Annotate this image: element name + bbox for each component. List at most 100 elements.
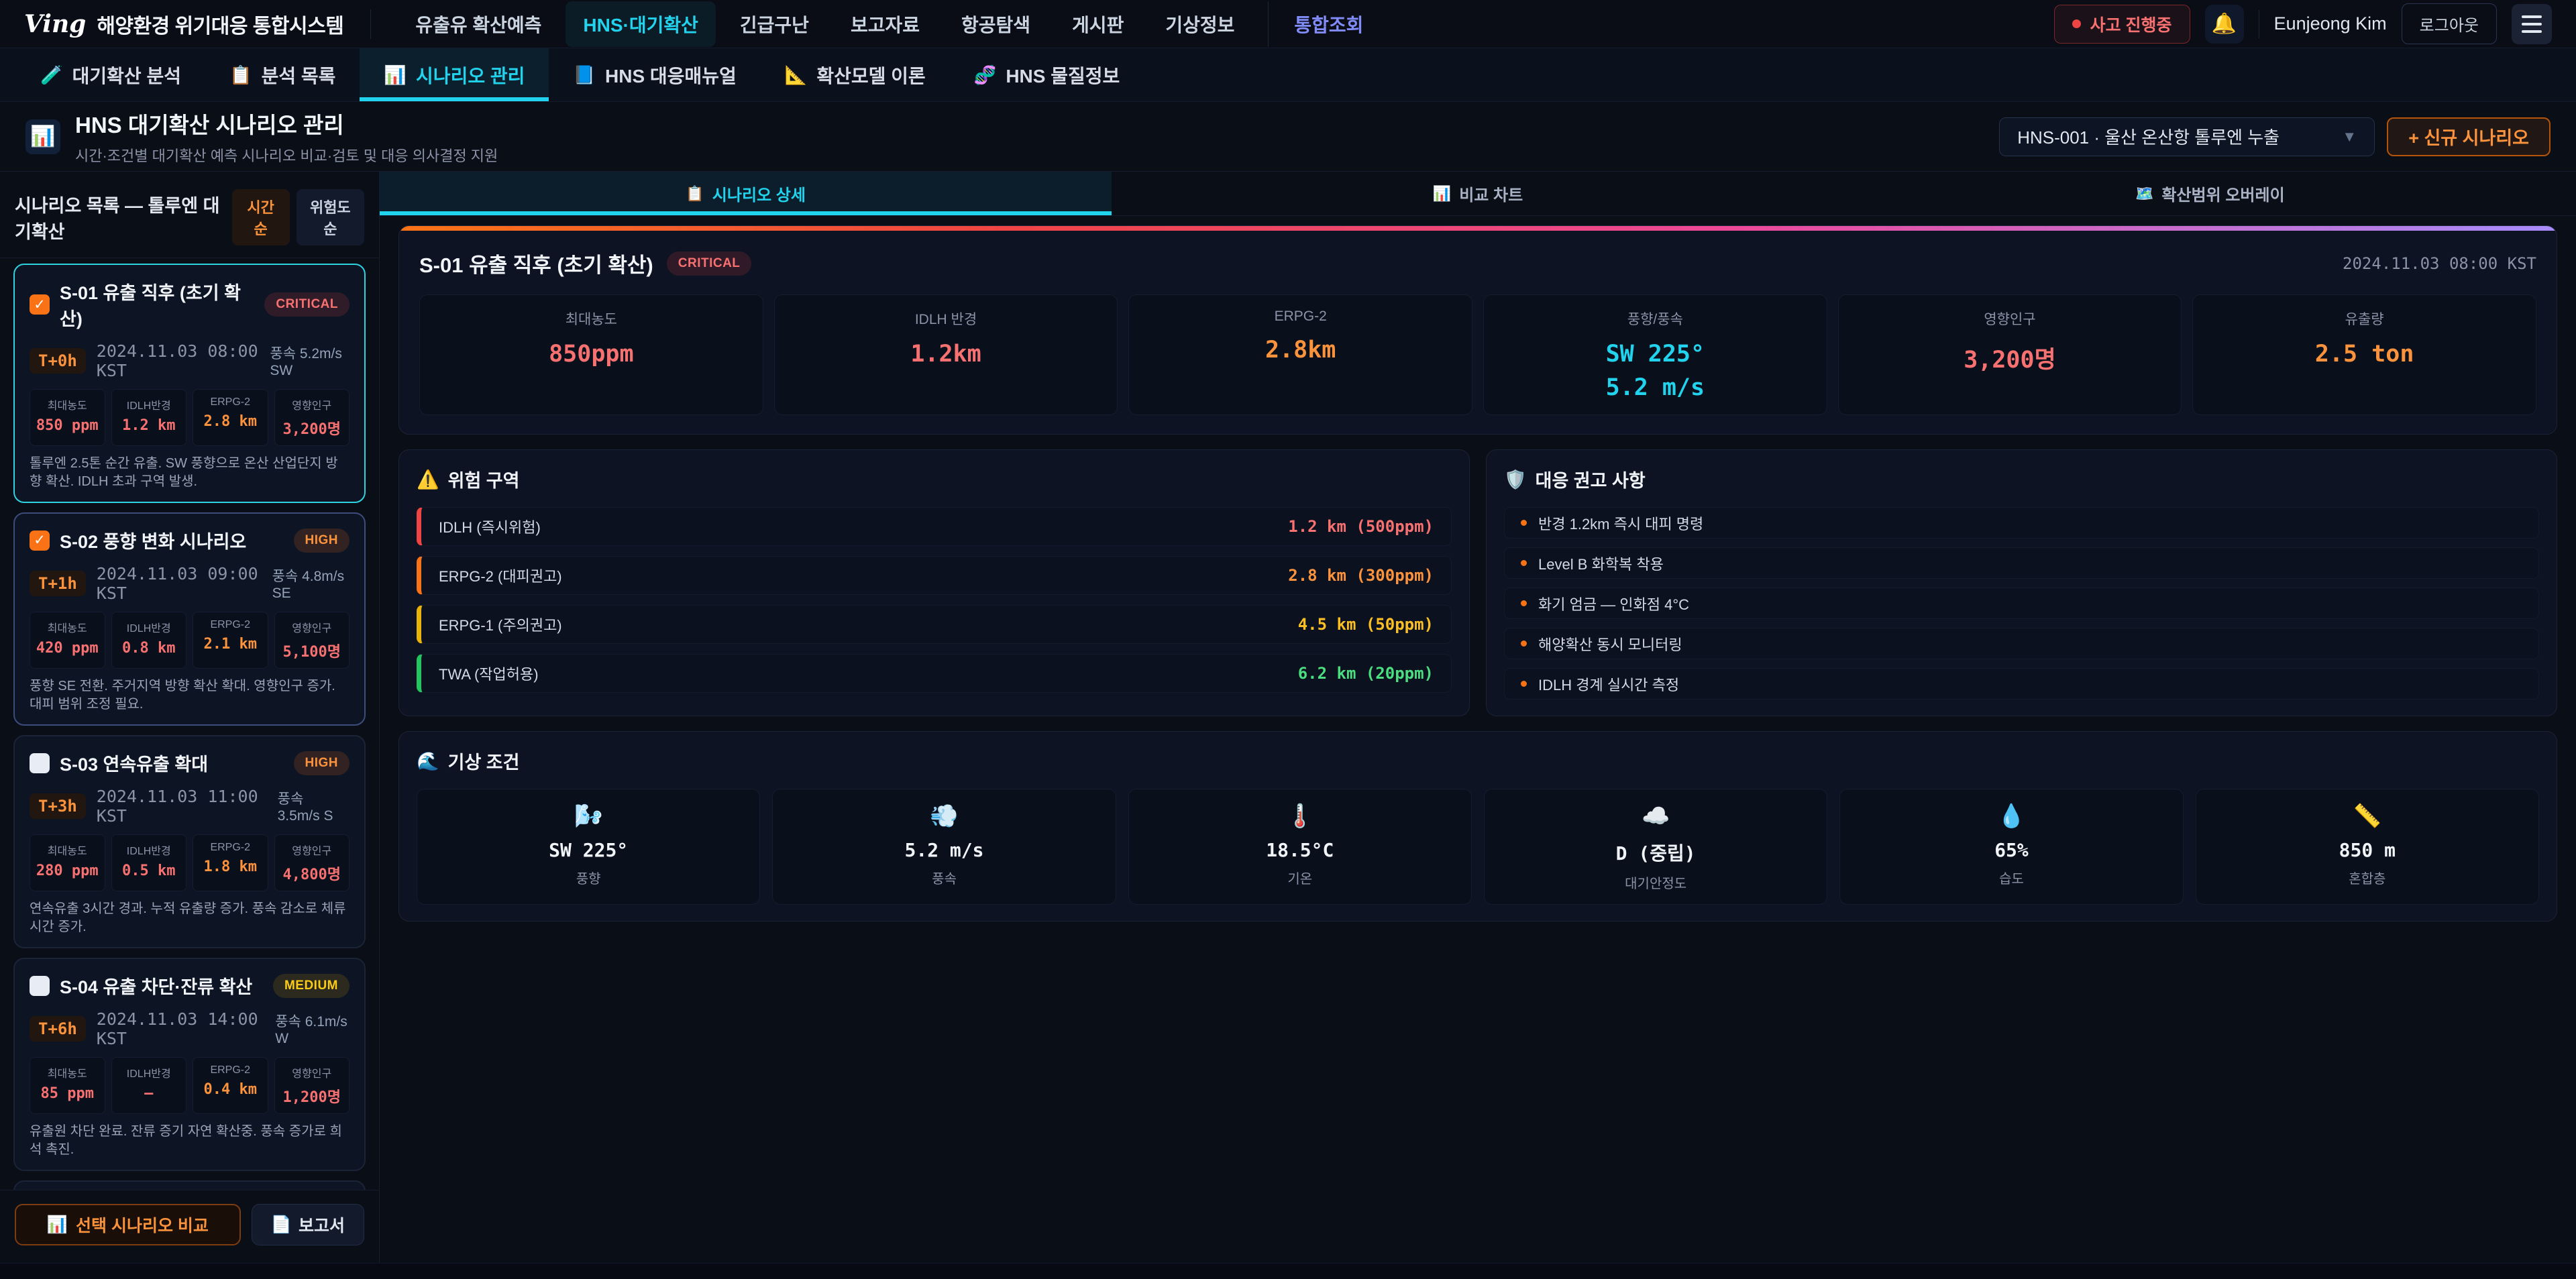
scenario-checkbox[interactable]	[30, 975, 50, 996]
nav-item[interactable]: 항공탐색	[961, 14, 1031, 36]
stat-box: 영향인구 1,200명	[274, 1057, 350, 1114]
logout-button[interactable]: 로그아웃	[2401, 3, 2497, 44]
metric-value: 2.8km	[1265, 337, 1336, 364]
weather-icon: 📏	[2353, 803, 2381, 829]
topnav-right-cluster: 사고 진행중 🔔 Eunjeong Kim 로그아웃	[2053, 3, 2552, 44]
detail-tab[interactable]: 📋 시나리오 상세	[380, 172, 1112, 215]
time-offset-badge: T+6h	[30, 1016, 86, 1042]
subnav-tab[interactable]: 📐 확산모델 이론	[761, 48, 950, 101]
weather-label: 혼합층	[2349, 872, 2386, 887]
subnav-tab-label: HNS 대응매뉴얼	[605, 65, 737, 87]
scenario-checkbox[interactable]	[30, 294, 50, 315]
stat-box: 최대농도 280 ppm	[30, 834, 105, 891]
subnav-tab-icon: 📊	[384, 64, 407, 85]
sort-group: 시간순 위험도순	[231, 189, 364, 245]
subnav-tab[interactable]: 🧪 대기확산 분석	[16, 48, 205, 101]
subnav-tab-label: 확산모델 이론	[816, 65, 926, 87]
app-logo[interactable]: Ving 해양환경 위기대응 통합시스템	[24, 9, 372, 39]
subnav-tab[interactable]: 📋 분석 목록	[205, 48, 360, 101]
scenario-wind: 풍속 3.5m/s S	[277, 791, 333, 824]
subnav-tab[interactable]: 📘 HNS 대응매뉴얼	[549, 48, 760, 101]
nav-item[interactable]: 통합조회	[1268, 1, 1381, 47]
new-scenario-button[interactable]: + 신규 시나리오	[2387, 117, 2551, 156]
bullet-dot-icon	[1521, 560, 1527, 566]
weather-icon: 💧	[1997, 803, 2026, 829]
metric-card: 유출량 2.5 ton	[2192, 294, 2536, 415]
incident-select[interactable]: HNS-001 · 울산 온산항 톨루엔 누출 ▼	[1999, 117, 2375, 156]
scenario-checkbox[interactable]	[30, 753, 50, 773]
recommendation-list: 반경 1.2km 즉시 대피 명령 Level B 화학복 착용 화기 엄금 —…	[1504, 507, 2539, 700]
danger-zone-row: ERPG-2 (대피권고) 2.8 km (300ppm)	[417, 556, 1452, 595]
nav-item[interactable]: 유출유 확산예측	[415, 14, 542, 36]
subnav-tab-icon: 📘	[573, 64, 596, 85]
scenario-checkbox[interactable]	[30, 530, 50, 551]
detail-tab[interactable]: 📊 비교 차트	[1112, 172, 1843, 215]
weather-icon: 🌬️	[574, 803, 603, 829]
weather-value: 65%	[1994, 839, 2029, 861]
page-title: HNS 대기확산 시나리오 관리	[75, 113, 344, 137]
metric-card: 최대농도 850ppm	[419, 294, 763, 415]
metric-value: 850ppm	[549, 341, 634, 368]
sort-button[interactable]: 위험도순	[296, 189, 364, 245]
incident-select-value: HNS-001 · 울산 온산항 톨루엔 누출	[2017, 127, 2280, 148]
status-dot-icon	[2072, 19, 2081, 28]
weather-icon: 🌡️	[1285, 803, 1314, 829]
scenario-card[interactable]: S-03 연속유출 확대 HIGH T+3h 2024.11.03 11:00 …	[13, 735, 366, 948]
metric-label: ERPG-2	[1274, 309, 1327, 324]
nav-item[interactable]: 기상정보	[1165, 14, 1235, 36]
stat-box: ERPG-2 2.1 km	[193, 612, 268, 669]
logo-icon: Ving	[24, 9, 87, 38]
stat-box: IDLH반경 —	[111, 1057, 186, 1114]
scenario-card[interactable]: S-05 대기확산 해제 RESOLVED T+12h 2024.11.03 2…	[13, 1180, 366, 1190]
hamburger-menu-button[interactable]	[2512, 3, 2552, 44]
weather-value: 18.5°C	[1266, 839, 1334, 861]
nav-item[interactable]: 보고자료	[850, 14, 920, 36]
recommendation-row: 반경 1.2km 즉시 대피 명령	[1504, 507, 2539, 539]
stat-box: ERPG-2 2.8 km	[193, 389, 268, 446]
nav-item[interactable]: 게시판	[1072, 14, 1124, 36]
recommendation-row: IDLH 경계 실시간 측정	[1504, 668, 2539, 700]
stat-box: 영향인구 3,200명	[274, 389, 350, 446]
scenario-timestamp: 2024.11.03 11:00 KST	[96, 787, 258, 826]
metric-value-secondary: 5.2 m/s	[1605, 374, 1705, 401]
metric-value: 2.5 ton	[2314, 341, 2414, 368]
zone-label: ERPG-2 (대피권고)	[439, 568, 562, 585]
scenario-description: 톨루엔 2.5톤 순간 유출. SW 풍향으로 온산 산업단지 방향 확산. I…	[30, 456, 338, 489]
weather-value: D (중립)	[1615, 842, 1696, 865]
scenario-card[interactable]: S-02 풍향 변화 시나리오 HIGH T+1h 2024.11.03 09:…	[13, 512, 366, 726]
nav-item[interactable]: HNS·대기확산	[566, 1, 716, 47]
detail-tab-label: 비교 차트	[1459, 186, 1523, 205]
stat-box: 최대농도 850 ppm	[30, 389, 105, 446]
risk-level-badge: CRITICAL	[264, 292, 350, 317]
metric-grid: 최대농도 850ppm IDLH 반경 1.2km ERPG-2	[399, 282, 2557, 434]
bell-icon: 🔔	[2211, 13, 2237, 35]
detail-tab[interactable]: 🗺️ 확산범위 오버레이	[1844, 172, 2576, 215]
sort-button[interactable]: 시간순	[231, 189, 290, 245]
scenario-card[interactable]: S-04 유출 차단·잔류 확산 MEDIUM T+6h 2024.11.03 …	[13, 958, 366, 1171]
metric-card: ERPG-2 2.8km	[1128, 294, 1472, 415]
scenario-card-title: S-03 연속유출 확대	[60, 755, 209, 775]
user-name: Eunjeong Kim	[2273, 13, 2387, 34]
weather-icon: 💨	[930, 803, 959, 829]
compare-scenarios-button[interactable]: 📊 선택 시나리오 비교	[15, 1204, 241, 1245]
danger-zone-row: IDLH (즉시위험) 1.2 km (500ppm)	[417, 507, 1452, 546]
subnav-tab[interactable]: 📊 시나리오 관리	[360, 48, 549, 101]
subnav-tab[interactable]: 🧬 HNS 물질정보	[950, 48, 1144, 101]
notifications-button[interactable]: 🔔	[2204, 4, 2244, 44]
app-title: 해양환경 위기대응 통합시스템	[97, 15, 344, 38]
detail-tabs: 📋 시나리오 상세 📊 비교 차트 🗺️ 확산범위 오버레이	[380, 172, 2576, 216]
weather-card: 🌬️ SW 225° 풍향	[417, 789, 761, 905]
scenario-card[interactable]: S-01 유출 직후 (초기 확산) CRITICAL T+0h 2024.11…	[13, 264, 366, 503]
incident-status-label: 사고 진행중	[2090, 15, 2172, 35]
report-button[interactable]: 📄 보고서	[251, 1204, 364, 1245]
wave-icon: 🌊	[417, 750, 439, 771]
time-offset-badge: T+1h	[30, 571, 86, 596]
weather-value: 5.2 m/s	[904, 839, 984, 861]
detail-tab-label: 시나리오 상세	[712, 186, 806, 205]
nav-item[interactable]: 긴급구난	[739, 14, 809, 36]
recommendations-title: 대응 권고 사항	[1535, 471, 1646, 491]
document-icon: 📄	[270, 1215, 292, 1234]
metric-value: 1.2km	[910, 341, 981, 368]
time-offset-badge: T+3h	[30, 793, 86, 819]
scenario-description: 풍향 SE 전환. 주거지역 방향 확산 확대. 영향인구 증가. 대피 범위 …	[30, 679, 335, 712]
